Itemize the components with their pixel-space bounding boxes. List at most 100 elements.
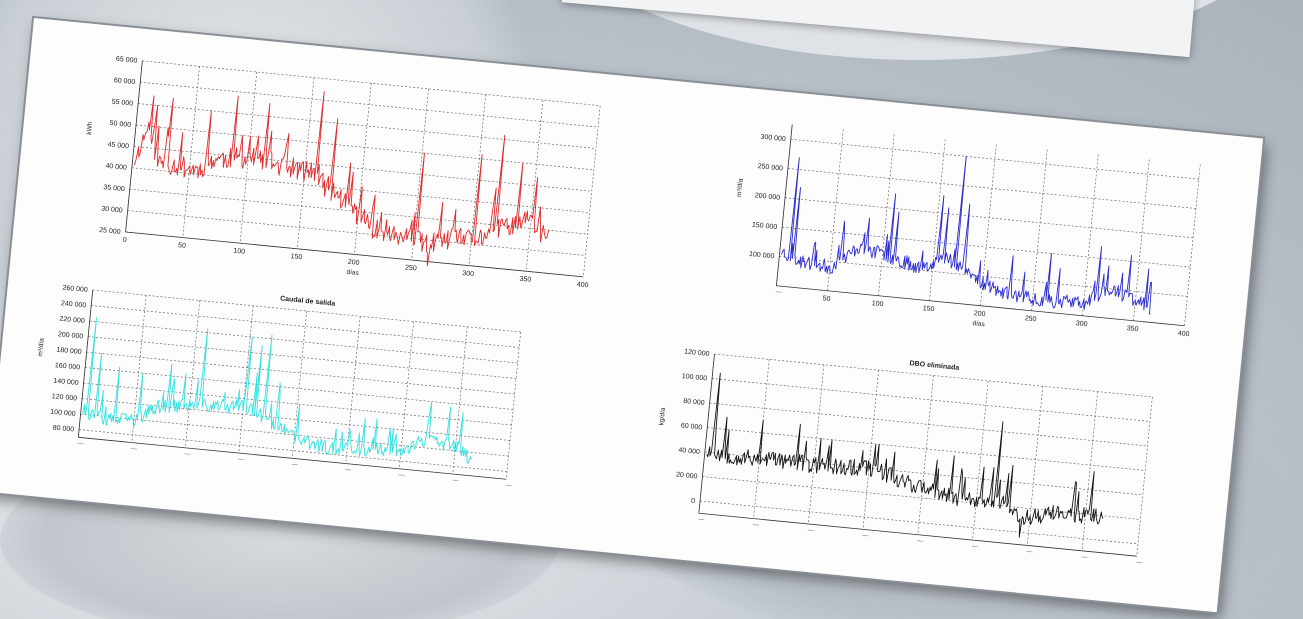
grid-line-y [133, 146, 592, 192]
grid-line-x [583, 105, 601, 277]
grid-line-x [980, 144, 997, 306]
grid-line-x [972, 380, 989, 541]
y-tick-label: 30 000 [101, 205, 123, 214]
grid-line-y [790, 138, 1199, 180]
x-tick-mark [345, 469, 352, 471]
y-tick-label: 240 000 [61, 300, 87, 309]
y-tick-label: 25 000 [99, 227, 121, 236]
x-tick-mark [1081, 556, 1088, 558]
x-tick-label: 350 [519, 276, 531, 284]
grid-line-x [878, 134, 895, 296]
series-line [134, 91, 550, 267]
x-tick-mark [698, 518, 705, 521]
x-tick-mark [807, 529, 814, 531]
x-tick-label: 200 [347, 259, 359, 267]
y-tick-label: 45 000 [107, 141, 129, 150]
grid-line-x [1133, 159, 1150, 321]
chart-red: 0 50 100 150 200 250 300 350 400 25 000 30 000 35 0… [86, 56, 601, 289]
grid-line-y [138, 103, 596, 149]
y-tick-label: 55 000 [111, 99, 133, 108]
grid-line-x [291, 310, 308, 459]
y-tick-label: 100 000 [681, 373, 707, 382]
y-tick-label: 35 000 [103, 184, 125, 193]
x-tick-mark [1136, 561, 1143, 564]
grid-line-x [239, 71, 258, 244]
grid-line-x [1082, 154, 1099, 316]
y-tick-label: 160 000 [55, 362, 81, 371]
x-tick-mark [862, 535, 869, 537]
x-tick-label: 300 [1075, 320, 1087, 328]
chart-cyan: 80 000 100 000 120 000 140 000 160 000 180 00… [37, 285, 521, 487]
y-tick-label: 100 000 [50, 409, 76, 418]
series-line [781, 155, 1153, 315]
x-tick-mark [917, 540, 924, 542]
y-tick-label: 60 000 [114, 77, 136, 86]
grid-line-x [131, 295, 147, 443]
y-tick-label: 65 000 [116, 56, 138, 65]
y-tick-label: 40 000 [105, 163, 127, 172]
grid-line-y [785, 197, 1194, 239]
x-tick-label: 150 [922, 305, 934, 313]
y-tick-label: 0 [691, 498, 696, 505]
y-axis [776, 124, 793, 286]
x-tick-label: 150 [290, 253, 302, 261]
grid-line-y [86, 351, 515, 395]
grid-line-y [140, 81, 599, 128]
grid-line-x [505, 331, 521, 480]
y-tick-label: 120 000 [51, 393, 77, 402]
x-tick-label: 250 [1024, 315, 1036, 323]
y-tick-label: 250 000 [757, 163, 783, 172]
x-axis [125, 231, 584, 278]
grid-line-y [712, 378, 1150, 422]
chart-title: Caudal de salida [280, 295, 336, 307]
x-tick-label: 100 [233, 248, 245, 256]
grid-line-x [917, 375, 934, 535]
x-axis [698, 512, 1137, 557]
grid-line-x [345, 316, 361, 464]
grid-line-y [707, 427, 1146, 471]
x-tick-mark [752, 524, 759, 526]
charts-svg: 0 50 100 150 200 250 300 350 400 25 000 30 000 35 0… [37, 56, 1201, 564]
x-axis-label: días [346, 269, 360, 277]
grid-line-y [779, 256, 1188, 297]
grid-line-y [709, 402, 1148, 447]
y-tick-label: 50 000 [109, 120, 131, 129]
x-tick-label: 0 [122, 237, 127, 244]
grid-line-x [452, 326, 468, 475]
y-axis-label: kg/día [658, 407, 667, 426]
x-tick-label: 350 [1126, 325, 1138, 333]
y-tick-label: 80 000 [683, 398, 705, 407]
grid-line-x [1184, 164, 1201, 326]
x-tick-label: 400 [576, 281, 588, 289]
grid-line-x [184, 300, 201, 448]
grid-line-y [714, 353, 1153, 398]
grid-line-x [1031, 149, 1048, 311]
grid-line-x [929, 139, 946, 301]
y-axis-label: m³/día [37, 338, 46, 357]
x-tick-mark [775, 291, 782, 293]
grid-line-x [525, 100, 544, 272]
x-tick-mark [452, 479, 459, 481]
grid-line-x [1136, 396, 1153, 557]
x-tick-label: 250 [405, 264, 417, 272]
x-tick-mark [971, 545, 978, 547]
x-tick-label: 300 [462, 270, 474, 278]
charts-panel: 0 50 100 150 200 250 300 350 400 25 000 30 000 35 0… [0, 18, 1264, 613]
grid-line-y [127, 210, 586, 256]
x-tick-mark [505, 484, 512, 487]
x-tick-label: 50 [178, 242, 187, 250]
grid-line-y [88, 336, 517, 379]
y-axis [77, 289, 94, 438]
y-tick-label: 200 000 [58, 331, 84, 340]
y-tick-label: 180 000 [56, 347, 82, 356]
grid-line-x [238, 305, 254, 454]
grid-line-x [411, 88, 429, 261]
grid-line-y [782, 226, 1191, 268]
grid-line-y [787, 168, 1196, 209]
y-tick-label: 60 000 [681, 422, 703, 431]
y-axis-label: kWh [86, 121, 94, 135]
grid-line-x [862, 370, 879, 530]
y-tick-label: 20 000 [676, 471, 698, 480]
chart-black: 0 20 000 40 000 60 000 80 000 100 000 120 000 k… [658, 349, 1153, 564]
x-tick-mark [398, 474, 405, 476]
